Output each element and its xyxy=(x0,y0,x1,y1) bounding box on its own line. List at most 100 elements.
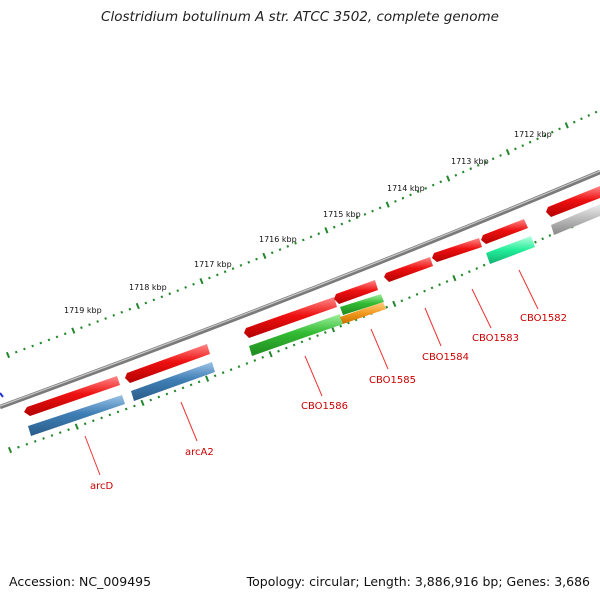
minor-tick xyxy=(128,307,132,311)
gene-forward-CBO1582[interactable] xyxy=(481,219,528,244)
minor-tick xyxy=(152,298,156,302)
gene-track-CBO1582[interactable] xyxy=(486,236,535,264)
minor-tick xyxy=(215,273,219,277)
minor-tick xyxy=(340,222,344,226)
minor-tick xyxy=(439,180,443,184)
minor-tick xyxy=(42,437,45,440)
minor-tick xyxy=(484,160,488,164)
gene-label-arcA2[interactable]: arcA2 xyxy=(185,447,214,458)
minor-tick xyxy=(120,310,124,314)
minor-tick xyxy=(499,154,502,157)
minor-tick xyxy=(514,147,517,151)
minor-tick xyxy=(469,167,473,171)
minor-tick xyxy=(133,404,136,408)
minor-tick xyxy=(521,144,525,147)
minor-tick xyxy=(284,346,288,350)
major-tick xyxy=(452,274,457,282)
minor-tick xyxy=(50,434,54,437)
minor-tick xyxy=(100,416,103,420)
minor-tick xyxy=(17,445,20,449)
gene-label-CBO1582[interactable]: CBO1582 xyxy=(520,313,567,324)
minor-tick xyxy=(96,320,99,323)
minor-tick xyxy=(189,383,193,387)
major-tick xyxy=(5,351,11,359)
minor-tick xyxy=(408,296,411,299)
major-tick xyxy=(199,277,204,285)
minor-tick xyxy=(482,263,486,267)
gene-label-CBO1585[interactable]: CBO1585 xyxy=(369,375,416,386)
minor-tick xyxy=(229,368,233,372)
minor-tick xyxy=(112,313,116,317)
minor-tick xyxy=(385,305,389,309)
minor-tick xyxy=(541,237,544,241)
major-tick xyxy=(268,351,273,358)
minor-tick xyxy=(550,130,554,134)
minor-tick xyxy=(409,193,412,197)
minor-tick xyxy=(301,238,305,242)
minor-tick xyxy=(33,439,37,443)
minor-tick xyxy=(378,206,382,210)
leader-CBO1583 xyxy=(471,288,492,329)
minor-tick xyxy=(491,157,495,161)
gene-track-CBO1586[interactable] xyxy=(249,314,343,356)
minor-tick xyxy=(286,244,290,248)
gene-forward-CBO1585[interactable] xyxy=(334,280,378,304)
minor-tick xyxy=(587,114,591,117)
minor-tick xyxy=(461,170,465,174)
minor-tick xyxy=(348,219,351,223)
minor-tick xyxy=(173,389,177,393)
gene-track-arcA2[interactable] xyxy=(131,362,215,401)
gene-label-CBO1583[interactable]: CBO1583 xyxy=(472,333,519,344)
minor-tick xyxy=(55,335,59,339)
kbp-label-1712: 1712 kbp xyxy=(514,130,552,139)
gene-forward-arcD[interactable] xyxy=(24,376,120,416)
minor-tick xyxy=(416,190,420,193)
gene-label-arcD[interactable]: arcD xyxy=(90,481,114,492)
minor-tick xyxy=(277,349,280,353)
map-title: Clostridium botulinum A str. ATCC 3502, … xyxy=(101,9,499,25)
gene-forward-right-edge[interactable] xyxy=(546,186,600,217)
gene-forward-CBO1583[interactable] xyxy=(432,238,482,262)
gene-forward-CBO1584[interactable] xyxy=(384,257,433,282)
minor-tick xyxy=(558,127,561,131)
minor-tick xyxy=(572,120,576,124)
leader-CBO1585 xyxy=(370,328,389,370)
minor-tick xyxy=(460,273,464,277)
major-tick xyxy=(262,252,267,260)
minor-tick xyxy=(438,283,441,287)
minor-tick xyxy=(80,326,83,330)
minor-tick xyxy=(181,386,185,390)
minor-tick xyxy=(47,338,51,342)
minor-tick xyxy=(14,350,18,354)
major-tick xyxy=(505,148,510,156)
minor-tick xyxy=(239,263,243,267)
genome-backbone xyxy=(0,169,600,410)
gene-forward-arcA2[interactable] xyxy=(125,344,210,383)
minor-tick xyxy=(454,173,458,177)
minor-tick xyxy=(184,285,187,289)
gene-label-CBO1584[interactable]: CBO1584 xyxy=(422,352,469,363)
gene-forward-CBO1586[interactable] xyxy=(244,297,337,338)
minor-tick xyxy=(580,117,583,121)
reverse-genes xyxy=(28,204,600,436)
gene-track-arcD[interactable] xyxy=(28,395,125,436)
upper-scale-ticks xyxy=(5,110,598,359)
minor-tick xyxy=(176,289,180,292)
minor-tick xyxy=(197,380,201,384)
minor-tick xyxy=(116,410,120,414)
minor-tick xyxy=(157,395,161,399)
major-tick xyxy=(140,399,145,407)
minor-tick xyxy=(363,212,367,216)
leader-CBO1582 xyxy=(518,269,539,310)
gene-track-CBO1585[interactable] xyxy=(340,302,386,324)
minor-tick xyxy=(149,398,153,402)
major-tick xyxy=(564,122,569,129)
gene-track-CBO1585-green[interactable] xyxy=(340,294,384,315)
gene-track-right-edge[interactable] xyxy=(551,204,600,235)
kbp-label-1718: 1718 kbp xyxy=(129,283,167,292)
leader-arcD xyxy=(84,435,101,476)
minor-tick xyxy=(431,183,435,187)
minor-tick xyxy=(401,196,405,200)
minor-tick xyxy=(278,248,282,251)
gene-label-CBO1586[interactable]: CBO1586 xyxy=(301,401,348,412)
